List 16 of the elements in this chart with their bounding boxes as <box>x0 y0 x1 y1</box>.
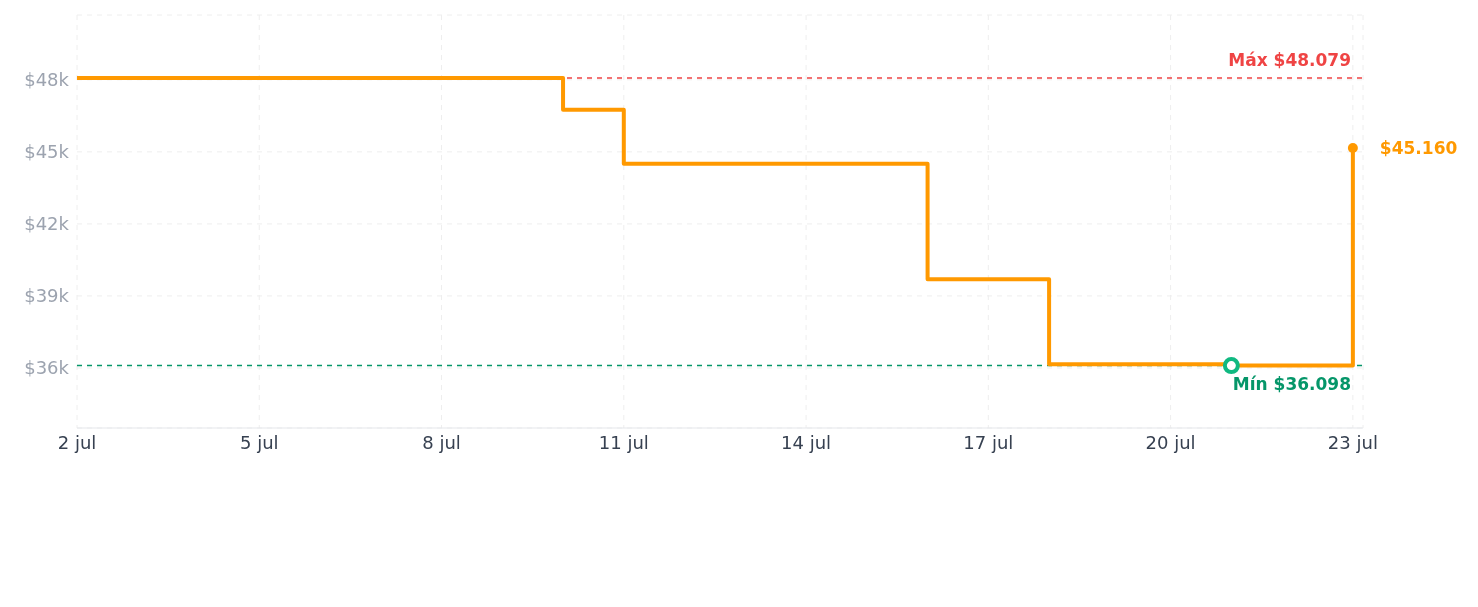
annotation: $45.160 <box>1379 138 1458 159</box>
x-tick-label: 11 jul <box>598 431 649 453</box>
x-tick-label: 2 jul <box>57 431 97 453</box>
y-tick-label: $45k <box>24 141 70 163</box>
x-tick-label: 20 jul <box>1145 431 1196 453</box>
y-tick-label: $36k <box>24 357 70 379</box>
x-tick-label: 23 jul <box>1327 431 1378 453</box>
y-tick-label: $48k <box>24 69 70 91</box>
x-tick-label: 8 jul <box>422 431 461 453</box>
y-tick-label: $39k <box>24 285 70 307</box>
x-tick-label: 5 jul <box>239 431 279 453</box>
x-tick-label: 14 jul <box>781 431 832 453</box>
x-tick-label: 17 jul <box>963 431 1014 453</box>
ref-line-label: Mín $36.098 <box>1232 373 1351 394</box>
ref-line-label: Máx $48.079 <box>1228 49 1351 70</box>
y-tick-label: $42k <box>24 213 70 235</box>
